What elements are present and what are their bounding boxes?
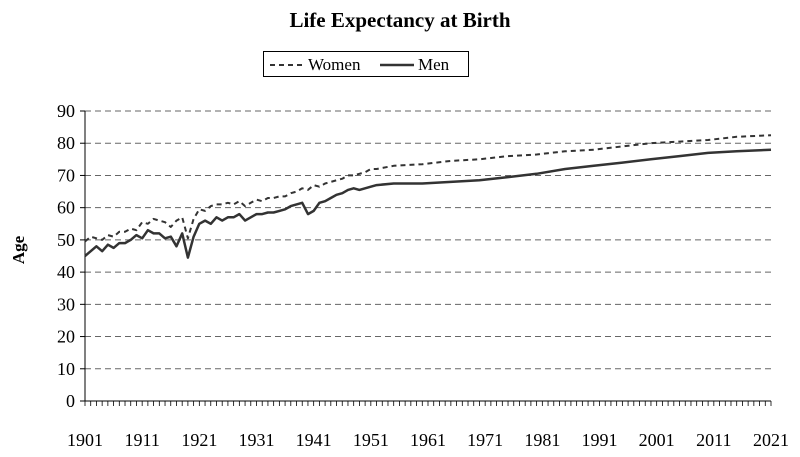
series-line-women [84, 134, 772, 243]
legend-women-swatch [270, 64, 304, 66]
x-tick-label: 1911 [124, 430, 159, 450]
y-tick-label: 90 [57, 101, 75, 121]
x-tick-label: 2001 [639, 430, 675, 450]
x-tick-label: 2021 [753, 430, 789, 450]
y-tick-label: 20 [57, 327, 75, 347]
x-tick-label: 1991 [582, 430, 618, 450]
y-tick-label: 10 [57, 359, 75, 379]
legend-men-swatch [380, 63, 414, 67]
series-line-men [84, 148, 772, 259]
legend: Women Men [263, 51, 469, 77]
x-tick-label: 1951 [353, 430, 389, 450]
x-tick-label: 1981 [524, 430, 560, 450]
legend-women-label: Women [308, 55, 361, 74]
x-tick-label: 1941 [296, 430, 332, 450]
y-tick-label: 50 [57, 230, 75, 250]
chart-title: Life Expectancy at Birth [289, 8, 511, 32]
y-tick-label: 60 [57, 198, 75, 218]
y-tick-label: 40 [57, 262, 75, 282]
y-tick-label: 30 [57, 294, 75, 314]
x-tick-label: 1961 [410, 430, 446, 450]
legend-men-label: Men [418, 55, 450, 74]
y-tick-label: 70 [57, 165, 75, 185]
x-tick-label: 2011 [696, 430, 731, 450]
y-tick-label: 0 [66, 391, 75, 411]
x-tick-label: 1931 [239, 430, 275, 450]
x-tick-label: 1921 [181, 430, 217, 450]
x-tick-label: 1971 [467, 430, 503, 450]
y-tick-label: 80 [57, 133, 75, 153]
x-tick-label: 1901 [67, 430, 103, 450]
